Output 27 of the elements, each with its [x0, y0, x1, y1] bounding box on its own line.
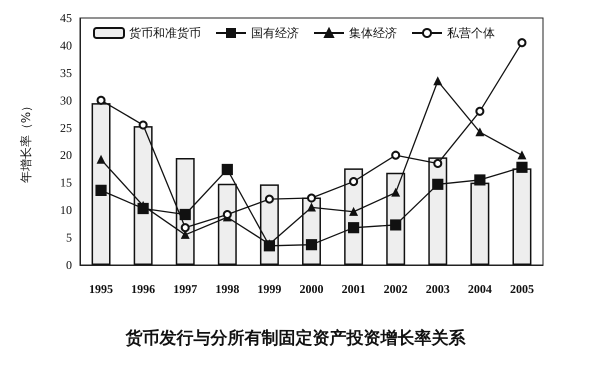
- legend-label: 集体经济: [349, 26, 397, 40]
- x-tick-label: 2003: [426, 282, 450, 296]
- x-tick-label: 1997: [173, 282, 198, 296]
- x-tick-label: 1999: [257, 282, 282, 296]
- y-tick-label: 45: [60, 11, 72, 25]
- x-tick-label: 2004: [468, 282, 492, 296]
- y-tick-label: 0: [66, 258, 72, 272]
- x-tick-label: 1995: [89, 282, 114, 296]
- text: 货币发行与分所有制固定资产投资增长率关系: [124, 328, 466, 348]
- y-tick-label: 20: [60, 148, 72, 162]
- y-tick-label: 10: [60, 203, 72, 218]
- y-tick-label: 35: [60, 66, 72, 80]
- y-tick-label: 15: [60, 176, 72, 190]
- y-tick-label: 40: [60, 38, 72, 52]
- legend-label: 国有经济: [251, 26, 299, 40]
- y-tick-label: 30: [60, 93, 72, 108]
- legend-label: 货币和准货币: [129, 26, 201, 40]
- y-tick-label: 5: [66, 230, 72, 245]
- x-tick-label: 2002: [384, 282, 408, 296]
- x-tick-label: 2001: [342, 282, 366, 296]
- legend-label: 私营个体: [447, 26, 495, 40]
- x-tick-label: 2005: [510, 282, 534, 296]
- y-axis-title: 年增长率（%）: [19, 100, 33, 184]
- y-tick-label: 25: [60, 120, 72, 135]
- x-tick-label: 2000: [300, 282, 324, 296]
- x-tick-label: 1996: [131, 282, 156, 296]
- x-tick-label: 1998: [215, 282, 240, 296]
